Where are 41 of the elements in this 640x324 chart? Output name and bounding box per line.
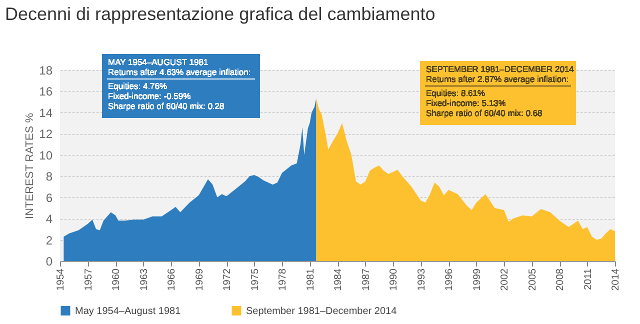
x-tick-label: 1966	[166, 268, 178, 291]
chart-title: Decenni di rappresentazione grafica del cambiamento	[5, 4, 436, 24]
x-tick-label: 2011	[582, 268, 594, 290]
x-tick-label: 1981	[305, 268, 316, 291]
annotation: SEPTEMBER 1981–DECEMBER 2014	[426, 64, 574, 74]
y-tick-label: 4	[46, 212, 53, 226]
x-tick-label: 1957	[83, 268, 94, 291]
legend-label: May 1954–August 1981	[75, 306, 182, 317]
y-tick-label: 8	[46, 170, 53, 184]
x-tick-label: 1990	[388, 268, 400, 291]
x-tick-label: 1954	[56, 268, 66, 291]
x-tick-label: 2002	[500, 268, 510, 291]
x-tick-label: 1999	[472, 268, 483, 291]
y-axis-title: INTEREST RATES %	[24, 112, 36, 219]
y-tick-label: 16	[39, 84, 53, 99]
y-tick-label: 0	[46, 254, 53, 268]
y-tick-label: 6	[46, 190, 53, 205]
x-tick-label: 1963	[138, 268, 150, 291]
x-tick-label: 1975	[250, 268, 261, 291]
x-tick-label: 2014	[610, 268, 622, 291]
x-tick-label: 1978	[278, 268, 288, 291]
annotation: Equities: 4.76% Fixed-income: -0.59% Sharpe ratio of 60/40 mix: 0.28	[108, 81, 225, 111]
x-tick-label: 1960	[111, 268, 122, 291]
x-tick-label: 2008	[555, 268, 566, 291]
legend-label: September 1981–December 2014	[246, 306, 398, 317]
annotation: Equities: 8.61% Fixed-income: 5.13% Sharpe ratio of 60/40 mix: 0.68	[426, 88, 543, 118]
y-tick-label: 12	[39, 127, 53, 142]
x-tick-label: 2005	[527, 268, 538, 291]
y-tick-label: 2	[46, 233, 53, 248]
y-tick-label: 14	[39, 106, 53, 120]
annotation: Returns after 2.87% average inflation:	[426, 74, 569, 84]
x-tick-label: 1996	[444, 268, 455, 291]
x-tick-label: 1972	[222, 268, 233, 291]
y-tick-label: 10	[39, 148, 53, 162]
text: MAY 1954–AUGUST 1981	[108, 57, 208, 67]
annotation: Returns after 4.63% average inflation:	[108, 67, 251, 77]
x-tick-label: 1993	[416, 268, 428, 291]
x-tick-label: 1987	[360, 268, 372, 291]
x-tick-label: 1969	[194, 268, 206, 291]
x-tick-label: 1984	[333, 268, 344, 291]
y-tick-label: 18	[39, 64, 53, 78]
